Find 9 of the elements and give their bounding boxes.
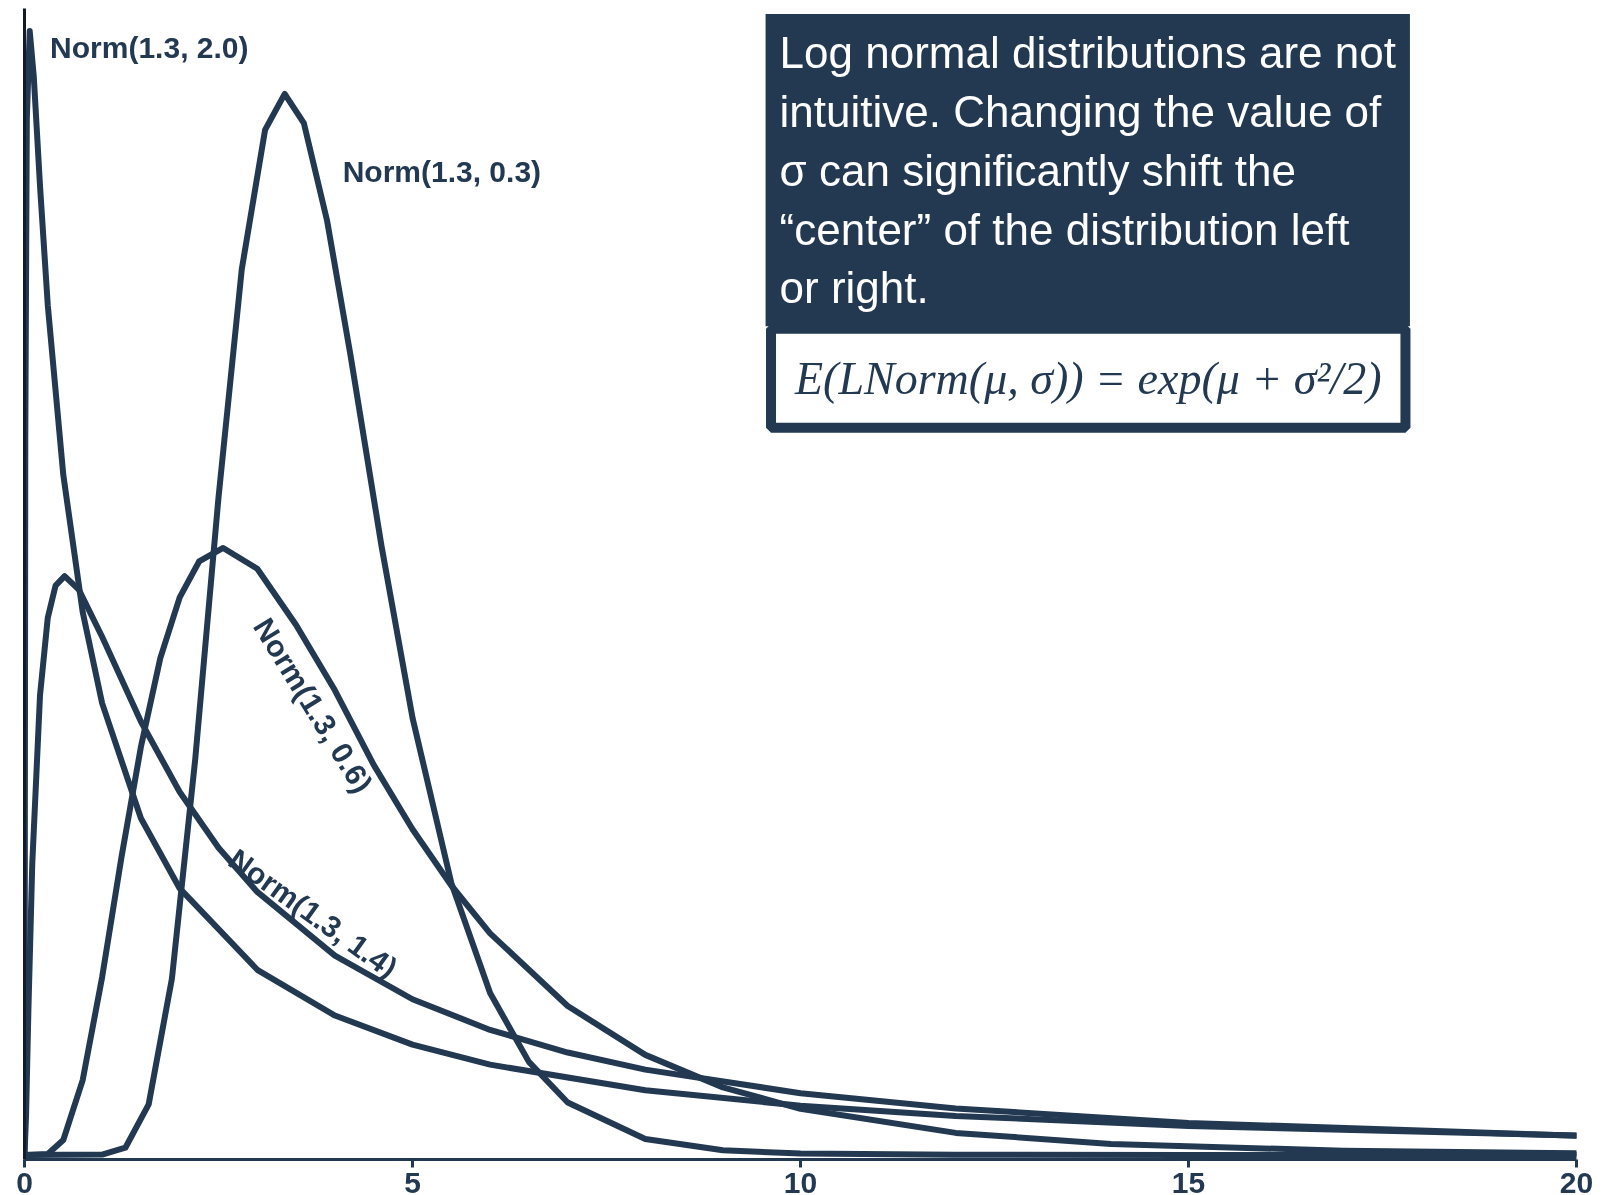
annotation: E(LNorm(μ, σ)) = exp(μ + σ²/2) [794,352,1382,404]
series-label: Norm(1.3, 0.3) [342,154,542,188]
x-tick-label: 20 [1559,1165,1594,1195]
x-tick-label: 5 [404,1165,421,1195]
x-tick-label: 15 [1171,1165,1206,1195]
annotation: Log normal distributions are not intuitive. Changing the value of σ can significantly shift the “center” of the distribution left or right. [779,28,1396,313]
x-tick-label: 10 [783,1165,818,1195]
x-tick-label: 0 [16,1165,33,1195]
series-label: Norm(1.3, 2.0) [50,31,249,65]
